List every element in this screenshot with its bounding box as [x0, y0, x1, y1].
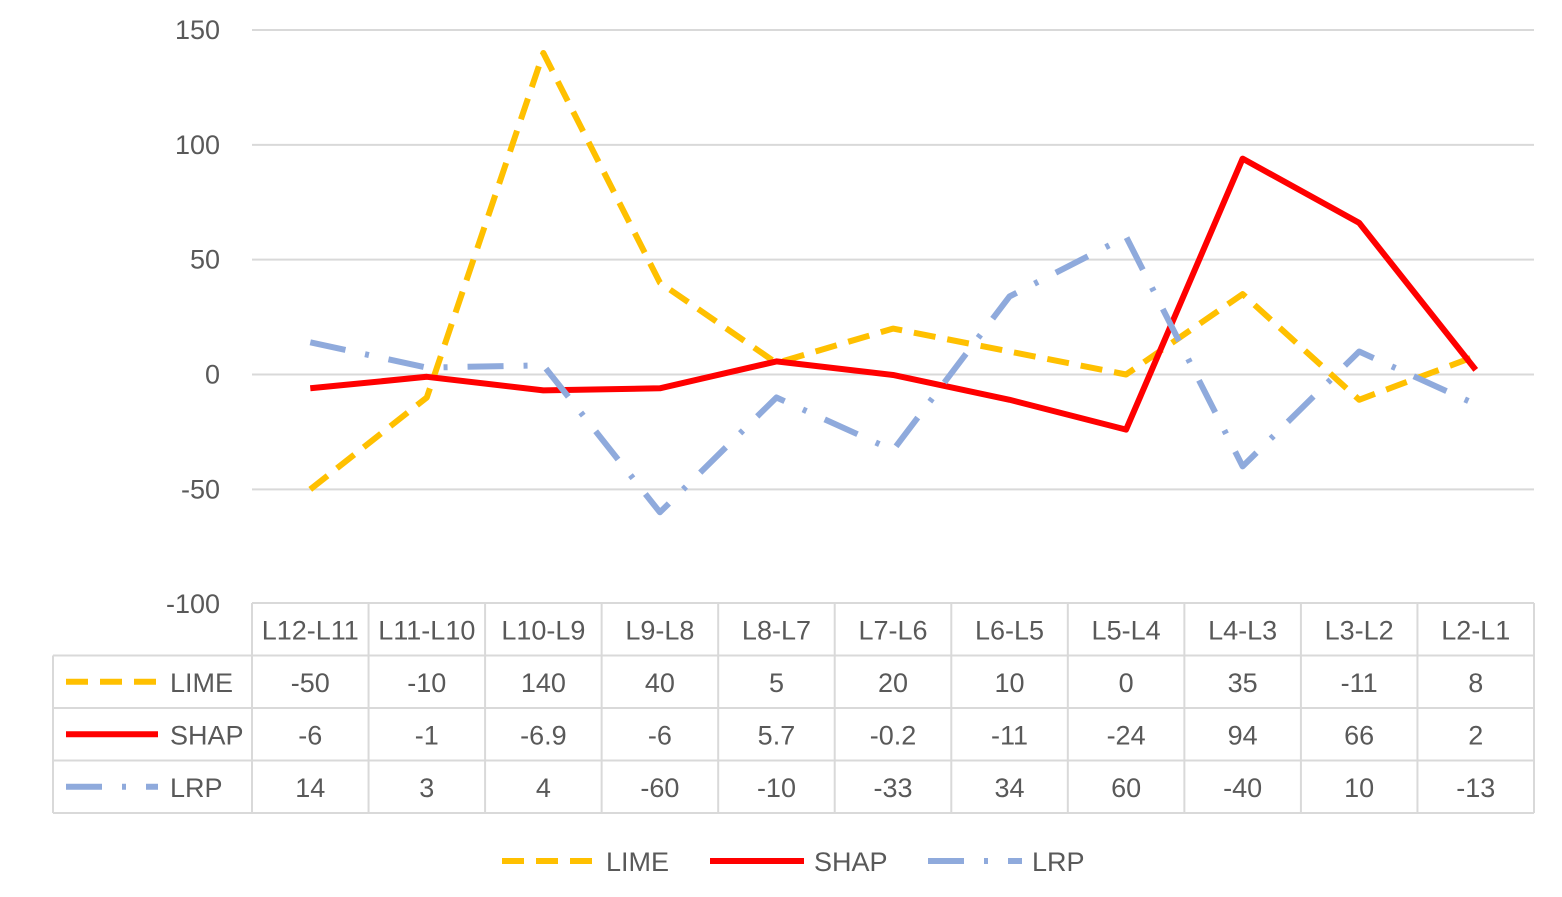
legend-label: LRP: [1032, 847, 1085, 877]
x-tick-label: L12-L11: [262, 615, 359, 645]
series-lines: [308, 49, 1479, 516]
table-cell: 40: [645, 668, 675, 698]
table-cell: -6: [648, 720, 672, 750]
table-cell: 5: [769, 668, 784, 698]
y-tick-label: 100: [175, 130, 220, 160]
table-cell: -10: [407, 668, 446, 698]
table-cell: -6.9: [520, 720, 567, 750]
table-cell: -60: [640, 773, 679, 803]
table-cell: 0: [1119, 668, 1134, 698]
gridlines: [252, 29, 1534, 491]
table-cell: 60: [1111, 773, 1141, 803]
y-tick-label: -100: [166, 589, 220, 619]
x-tick-label: L7-L6: [858, 615, 927, 645]
table-cell: 140: [521, 668, 566, 698]
table-cell: -33: [873, 773, 912, 803]
table-series-name: SHAP: [170, 720, 244, 750]
table-cell: -0.2: [870, 720, 917, 750]
table-cell: -24: [1107, 720, 1146, 750]
table-cell: 14: [295, 773, 325, 803]
x-tick-label: L8-L7: [742, 615, 811, 645]
y-tick-label: -50: [181, 474, 220, 504]
x-tick-label: L9-L8: [625, 615, 694, 645]
table-cell: -6: [298, 720, 322, 750]
table-cell: 10: [1344, 773, 1374, 803]
table-cell: -11: [991, 720, 1028, 750]
legend-label: LIME: [606, 847, 669, 877]
table-cell: 10: [995, 668, 1025, 698]
x-tick-label: L4-L3: [1208, 615, 1277, 645]
x-tick-label: L5-L4: [1092, 615, 1161, 645]
table-cell: 20: [878, 668, 908, 698]
table-cell: -10: [757, 773, 796, 803]
table-cell: 66: [1344, 720, 1374, 750]
x-tick-label: L6-L5: [975, 615, 1044, 645]
x-tick-label: L11-L10: [378, 615, 475, 645]
table-cell: 2: [1468, 720, 1483, 750]
table-cell: -50: [291, 668, 330, 698]
legend: LIME SHAP LRP: [502, 847, 1085, 877]
legend-label: SHAP: [814, 847, 888, 877]
y-tick-label: 0: [205, 360, 220, 390]
table-cell: -40: [1223, 773, 1262, 803]
table-cell: -13: [1456, 773, 1495, 803]
table-cell: 94: [1228, 720, 1258, 750]
table-cell: 35: [1228, 668, 1258, 698]
x-tick-label: L2-L1: [1441, 615, 1510, 645]
x-tick-label: L3-L2: [1325, 615, 1394, 645]
x-tick-label: L10-L9: [501, 615, 585, 645]
table-series-name: LIME: [170, 668, 233, 698]
table-cell: 34: [995, 773, 1025, 803]
table-cell: 5.7: [758, 720, 796, 750]
series-line-lime: [308, 49, 1477, 492]
table-cell: -1: [415, 720, 439, 750]
y-axis: 150 100 50 0 -50 -100: [166, 15, 220, 619]
data-table: L12-L11 L11-L10 L10-L9 L9-L8 L8-L7 L7-L6 L6-L5…: [52, 602, 1535, 814]
table-cell: 8: [1468, 668, 1483, 698]
y-tick-label: 150: [175, 15, 220, 45]
table-cell: -11: [1341, 668, 1378, 698]
table-cell: 4: [536, 773, 551, 803]
y-tick-label: 50: [190, 245, 220, 275]
table-series-name: LRP: [170, 773, 223, 803]
table-cell: 3: [419, 773, 434, 803]
series-line-shap: [309, 155, 1479, 433]
